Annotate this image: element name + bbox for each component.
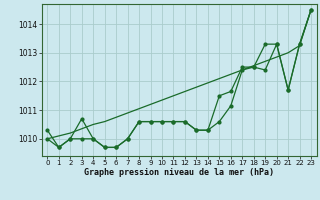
X-axis label: Graphe pression niveau de la mer (hPa): Graphe pression niveau de la mer (hPa) [84,168,274,177]
